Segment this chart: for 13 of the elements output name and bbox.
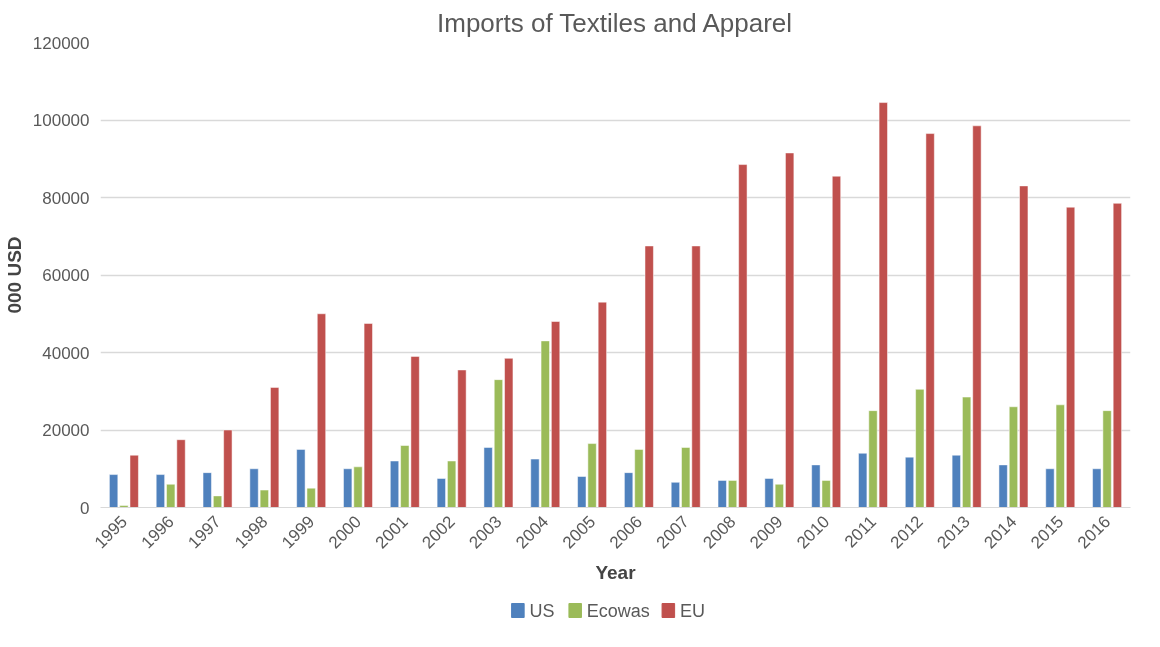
y-tick-label: 60000 — [42, 266, 90, 285]
y-tick-label: 40000 — [42, 343, 90, 363]
x-axis-title: Year — [595, 561, 637, 583]
legend-label: Ecowas — [586, 600, 650, 621]
legend-label: EU — [679, 600, 705, 621]
y-tick-label: 80000 — [42, 188, 90, 208]
y-tick-label: 120000 — [32, 33, 90, 53]
y-tick-label: 20000 — [42, 421, 90, 440]
legend-label: US — [529, 600, 555, 621]
chart-title: Imports of Textiles and Apparel — [437, 7, 793, 38]
y-tick-label: 100000 — [32, 111, 90, 130]
y-axis-title: 000 USD — [3, 236, 25, 314]
y-tick-label: 0 — [80, 498, 90, 518]
